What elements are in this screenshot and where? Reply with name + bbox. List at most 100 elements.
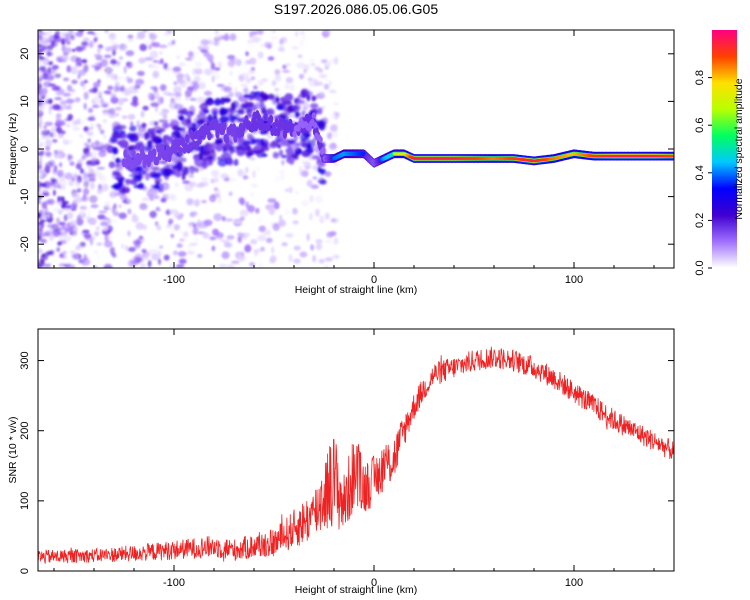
snr-y-tick-label: 0 bbox=[19, 568, 31, 574]
noise-blob bbox=[227, 264, 235, 268]
noise-blob bbox=[201, 45, 210, 50]
noise-blob bbox=[119, 194, 128, 200]
noise-blob bbox=[101, 93, 107, 97]
band-blob bbox=[249, 91, 257, 100]
band-blob bbox=[158, 119, 169, 123]
ridge-cell bbox=[296, 125, 301, 132]
noise-blob bbox=[132, 239, 142, 246]
colorbar: 0.0 0.2 0.4 0.6 0.8 Normalized spectral ampl… bbox=[694, 30, 745, 276]
noise-blob bbox=[229, 33, 237, 41]
band-blob bbox=[193, 123, 201, 130]
noise-blob bbox=[255, 166, 261, 173]
noise-blob bbox=[298, 39, 305, 47]
noise-blob bbox=[87, 243, 92, 250]
noise-blob bbox=[80, 45, 87, 51]
noise-blob bbox=[54, 179, 61, 185]
heatmap-x-tick-label: 0 bbox=[371, 274, 377, 286]
noise-blob bbox=[188, 242, 198, 246]
band-blob bbox=[280, 138, 287, 147]
noise-blob bbox=[108, 161, 116, 169]
noise-blob bbox=[118, 212, 127, 220]
noise-blob bbox=[38, 32, 41, 40]
noise-blob bbox=[93, 37, 97, 43]
band-blob bbox=[278, 149, 284, 157]
noise-blob bbox=[328, 80, 332, 86]
snr-frame bbox=[37, 328, 675, 572]
noise-blob bbox=[110, 93, 117, 99]
band-blob bbox=[206, 97, 213, 103]
noise-blob bbox=[38, 73, 42, 78]
snr-y-ticks: 0 100 200 300 bbox=[19, 351, 674, 574]
noise-blob bbox=[106, 107, 114, 115]
noise-blob bbox=[276, 76, 282, 84]
noise-blob bbox=[38, 248, 43, 255]
band-blob bbox=[193, 157, 199, 163]
noise-blob bbox=[83, 126, 89, 132]
noise-blob bbox=[80, 210, 85, 217]
noise-blob bbox=[87, 116, 96, 121]
noise-blob bbox=[177, 251, 187, 257]
noise-blob bbox=[256, 80, 266, 85]
noise-blob bbox=[121, 199, 127, 203]
noise-blob bbox=[87, 107, 94, 113]
noise-blob bbox=[267, 198, 277, 204]
noise-blob bbox=[90, 204, 99, 209]
band-blob bbox=[226, 114, 236, 122]
band-blob bbox=[125, 187, 130, 194]
noise-blob bbox=[189, 181, 196, 187]
noise-blob bbox=[306, 233, 310, 242]
noise-blob bbox=[70, 55, 79, 63]
band-blob bbox=[293, 104, 299, 109]
noise-blob bbox=[71, 169, 80, 175]
noise-blob bbox=[67, 139, 73, 144]
noise-blob bbox=[288, 84, 296, 92]
noise-blob bbox=[273, 201, 280, 210]
noise-blob bbox=[116, 56, 122, 62]
noise-blob bbox=[127, 259, 137, 268]
noise-blob bbox=[97, 214, 106, 220]
band-blob bbox=[317, 107, 323, 115]
noise-blob bbox=[274, 69, 281, 75]
noise-blob bbox=[197, 253, 203, 258]
noise-blob bbox=[282, 69, 290, 73]
noise-blob bbox=[223, 242, 233, 248]
noise-blob bbox=[242, 60, 247, 67]
noise-blob bbox=[310, 63, 316, 67]
noise-blob bbox=[144, 40, 150, 46]
band-blob bbox=[171, 125, 180, 131]
noise-blob bbox=[38, 142, 45, 147]
noise-blob bbox=[115, 112, 120, 117]
ridge-cell bbox=[249, 123, 255, 133]
noise-blob bbox=[110, 96, 119, 104]
noise-blob bbox=[44, 121, 54, 126]
noise-blob bbox=[140, 262, 146, 268]
noise-blob bbox=[260, 43, 264, 48]
noise-blob bbox=[66, 39, 71, 46]
noise-blob bbox=[185, 94, 189, 101]
noise-blob bbox=[83, 102, 87, 110]
noise-blob bbox=[112, 252, 117, 258]
noise-blob bbox=[154, 221, 159, 227]
band-blob bbox=[187, 112, 192, 120]
noise-blob bbox=[62, 104, 69, 110]
noise-blob bbox=[81, 117, 89, 124]
noise-blob bbox=[201, 200, 207, 204]
noise-blob bbox=[48, 234, 55, 241]
noise-blob bbox=[301, 200, 309, 207]
noise-blob bbox=[64, 37, 69, 42]
noise-blob bbox=[228, 177, 237, 182]
noise-blob bbox=[39, 88, 47, 97]
noise-blob bbox=[240, 213, 248, 217]
noise-blob bbox=[44, 263, 52, 268]
noise-blob bbox=[103, 263, 113, 268]
band-blob bbox=[198, 151, 204, 161]
noise-blob bbox=[297, 215, 306, 222]
noise-blob bbox=[68, 226, 74, 233]
band-blob bbox=[185, 123, 192, 128]
noise-blob bbox=[175, 264, 185, 268]
band-blob bbox=[260, 145, 270, 152]
noise-blob bbox=[228, 81, 232, 86]
noise-blob bbox=[79, 205, 88, 210]
noise-blob bbox=[126, 77, 134, 84]
band-blob bbox=[115, 163, 124, 171]
